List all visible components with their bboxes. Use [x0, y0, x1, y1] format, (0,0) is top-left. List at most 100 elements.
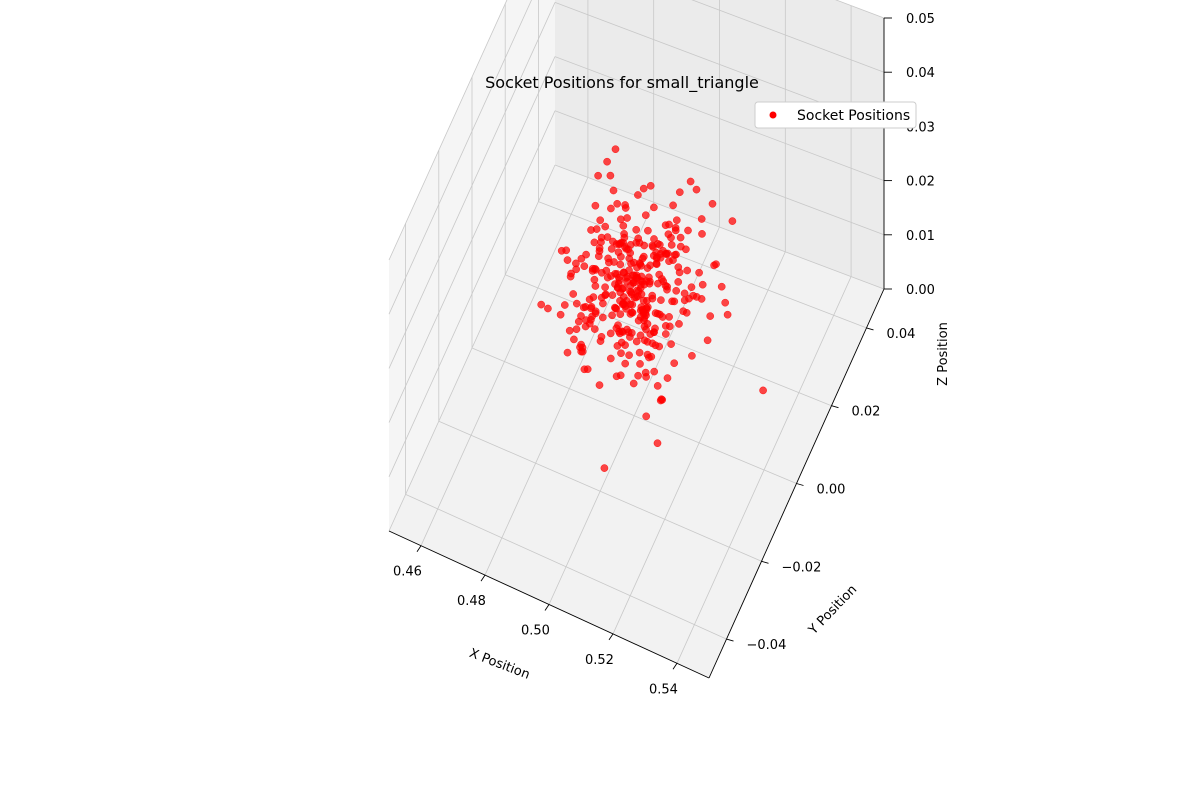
floor-pane: [389, 165, 884, 678]
data-point: [682, 245, 690, 254]
x-tick-label: 0.52: [585, 653, 614, 668]
data-point: [652, 260, 661, 269]
data-point: [683, 266, 692, 275]
data-point: [665, 313, 673, 321]
data-point: [653, 439, 662, 448]
data-point: [646, 181, 655, 190]
data-point: [637, 290, 646, 299]
data-point: [670, 251, 679, 259]
data-point: [625, 351, 633, 360]
data-point: [607, 204, 615, 213]
data-point: [667, 233, 675, 242]
legend-box: [754, 101, 917, 129]
data-point: [567, 269, 575, 278]
data-points: [537, 145, 767, 472]
z-grid-back: [554, 164, 885, 290]
data-point: [669, 201, 677, 210]
data-point: [594, 252, 603, 261]
z-tick-label: 0.00: [906, 283, 935, 298]
data-point: [648, 241, 657, 250]
data-point: [712, 260, 720, 269]
data-point: [650, 203, 658, 212]
data-point: [603, 157, 611, 166]
data-point: [619, 221, 628, 230]
data-point: [599, 299, 607, 308]
data-point: [668, 297, 676, 306]
data-point: [569, 290, 578, 298]
data-point: [634, 371, 642, 380]
data-point: [608, 311, 616, 320]
data-point: [572, 259, 580, 268]
data-point: [613, 199, 622, 208]
data-point: [717, 282, 726, 291]
data-point: [686, 177, 695, 186]
data-point: [591, 282, 600, 290]
data-point: [583, 365, 592, 374]
data-point: [679, 307, 688, 316]
data-point: [639, 252, 648, 261]
data-point: [611, 304, 620, 313]
data-point: [563, 256, 572, 264]
data-point: [601, 283, 609, 292]
data-point: [570, 335, 578, 344]
z-tick-label: 0.02: [906, 175, 935, 190]
data-point: [623, 214, 631, 222]
data-point: [642, 305, 651, 314]
data-point: [589, 293, 598, 301]
data-point: [676, 233, 685, 242]
data-point: [708, 199, 717, 208]
data-point: [641, 211, 650, 220]
x-tick-mark: [480, 574, 486, 582]
data-point: [651, 341, 660, 350]
data-point: [621, 341, 629, 349]
data-point: [674, 278, 683, 286]
tick-labels: 0.46 0.48 0.50 0.52 0.54 −0.04 −0.02 0.00 0.02 0.…: [393, 12, 935, 697]
data-point: [630, 258, 638, 267]
data-point: [596, 337, 605, 345]
z-grid-side: [388, 0, 532, 315]
data-point: [650, 235, 658, 243]
z-grid-side: [388, 2, 556, 369]
data-point: [640, 314, 649, 322]
data-point: [592, 225, 601, 233]
data-point: [628, 308, 637, 317]
data-point: [667, 340, 675, 348]
z-grid-side: [388, 0, 508, 261]
data-point: [657, 296, 665, 304]
data-point: [626, 300, 635, 309]
data-point: [663, 374, 672, 382]
data-point: [645, 273, 653, 282]
data-point: [597, 233, 606, 242]
data-point: [672, 286, 681, 295]
z-grid-side: [388, 164, 556, 532]
data-point: [580, 262, 589, 271]
data-point: [611, 145, 620, 154]
y-tick-label: 0.00: [817, 483, 846, 498]
data-point: [672, 216, 681, 225]
data-point: [634, 191, 642, 199]
y-grid-floor: [538, 201, 867, 329]
data-point: [572, 325, 581, 334]
data-point: [632, 337, 641, 346]
data-point: [661, 330, 670, 338]
legend-marker: [769, 111, 777, 119]
data-point: [661, 249, 670, 258]
data-point: [582, 250, 590, 259]
data-point: [620, 300, 628, 309]
data-point: [565, 326, 574, 335]
data-point: [644, 226, 652, 235]
data-point: [650, 367, 659, 376]
chart-title: Socket Positions for small_triangle: [485, 73, 759, 93]
y-grid-floor: [471, 347, 797, 484]
data-point: [544, 304, 552, 313]
data-point: [674, 263, 683, 272]
y-tick-label: 0.02: [852, 405, 881, 420]
data-point: [685, 294, 693, 303]
data-point: [613, 342, 622, 350]
data-point: [656, 396, 665, 405]
y-tick-mark: [831, 405, 839, 409]
data-point: [698, 230, 706, 238]
data-point: [623, 277, 631, 286]
data-point: [670, 359, 679, 368]
data-point: [588, 267, 597, 275]
